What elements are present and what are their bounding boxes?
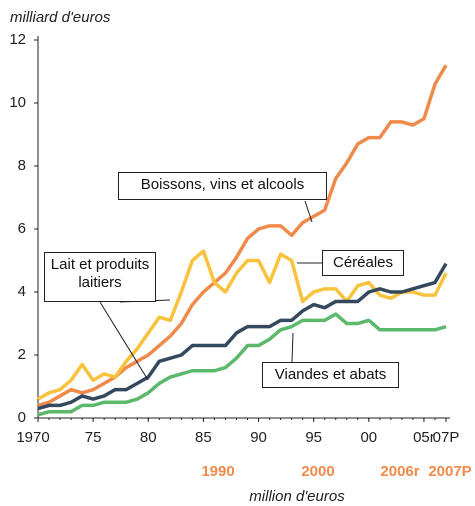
- x-tick-label: 80: [140, 429, 157, 446]
- series-label: Boissons, vins et alcools: [118, 172, 327, 200]
- leader-line: [99, 301, 149, 381]
- x-tick-label: 95: [305, 429, 322, 446]
- footer-unit: million d'euros: [249, 488, 345, 505]
- y-tick-label: 8: [18, 157, 26, 174]
- x-tick-label: 00: [360, 429, 377, 446]
- x-tick-label: 75: [85, 429, 102, 446]
- x-tick-label: 07P: [433, 429, 460, 446]
- x-tick-label: 85: [195, 429, 212, 446]
- series-label: Lait et produits laitiers: [44, 252, 156, 302]
- footer-label: 2000: [301, 463, 334, 480]
- series-line: [37, 249, 448, 401]
- series-label: Céréales: [322, 250, 404, 276]
- y-tick-label: 6: [18, 220, 26, 237]
- series-line: [37, 312, 447, 417]
- y-axis-label: milliard d'euros: [10, 9, 111, 26]
- series-line: [37, 64, 448, 408]
- footer-label: 1990: [201, 463, 234, 480]
- footer-label: 2007P: [428, 463, 471, 480]
- y-tick-label: 10: [9, 94, 26, 111]
- x-tick-label: 05r: [413, 429, 435, 446]
- series-label: Viandes et abats: [262, 362, 399, 388]
- y-tick-label: 4: [18, 283, 26, 300]
- x-tick-label: 1970: [16, 429, 49, 446]
- x-tick-label: 90: [250, 429, 267, 446]
- leader-line: [304, 200, 313, 223]
- y-tick-label: 2: [18, 346, 26, 363]
- leader-line: [291, 332, 294, 363]
- footer-label: 2006r: [380, 463, 419, 480]
- y-tick-label: 12: [9, 31, 26, 48]
- series-line: [37, 262, 448, 411]
- y-tick-label: 0: [18, 409, 26, 426]
